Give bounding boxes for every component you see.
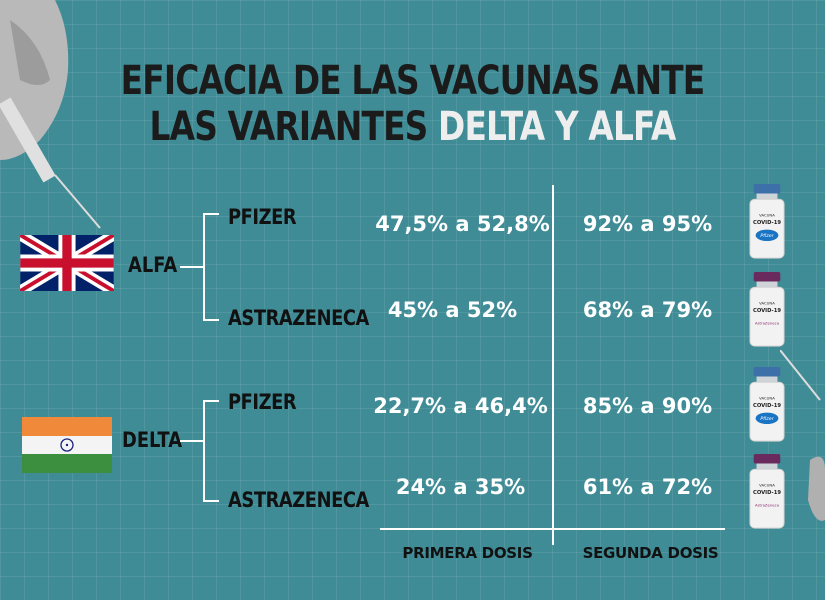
vial-pfizer-logo: Pfizer <box>760 233 774 239</box>
vial-vacuna-text: VACUNA <box>759 395 775 400</box>
vial-covid-text: COVID-19 <box>753 490 781 496</box>
title-line-2: LAS VARIANTES DELTA Y ALFA <box>74 104 751 150</box>
first-dose-value: 47,5% a 52,8% <box>375 212 550 236</box>
first-dose-value: 22,7% a 46,4% <box>373 394 548 418</box>
vaccine-label: ASTRAZENECA <box>228 488 369 512</box>
vial-az-logo: AstraZeneca <box>755 320 779 325</box>
syringe-hand-icon <box>780 350 825 521</box>
syringe-glove-icon <box>0 0 101 229</box>
vial-pfizer-logo: Pfizer <box>760 416 774 422</box>
title-line-1: EFICACIA DE LAS VACUNAS ANTE <box>120 58 706 104</box>
variant-label-delta: DELTA <box>122 428 183 452</box>
first-dose-value: 24% a 35% <box>395 475 526 499</box>
table-bottom-rule <box>380 528 725 530</box>
pfizer-vial-icon: VACUNA COVID-19 Pfizer <box>749 367 785 442</box>
astrazeneca-vial-icon: VACUNA COVID-19 AstraZeneca <box>749 272 785 347</box>
first-dose-value: 45% a 52% <box>387 298 518 322</box>
vaccine-label: PFIZER <box>228 390 297 414</box>
vial-covid-text: COVID-19 <box>753 403 781 409</box>
india-flag-icon <box>22 417 112 473</box>
vial-vacuna-text: VACUNA <box>759 300 775 305</box>
column-label-second-dose: SEGUNDA DOSIS <box>582 544 719 562</box>
column-label-first-dose: PRIMERA DOSIS <box>402 544 533 562</box>
second-dose-value: 92% a 95% <box>582 212 713 236</box>
vial-vacuna-text: VACUNA <box>759 482 775 487</box>
variant-label-alfa: ALFA <box>128 253 178 277</box>
vial-vacuna-text: VACUNA <box>759 212 775 217</box>
second-dose-value: 61% a 72% <box>582 475 713 499</box>
astrazeneca-vial-icon: VACUNA COVID-19 AstraZeneca <box>749 454 785 529</box>
bracket-alfa-stem <box>180 266 203 268</box>
second-dose-value: 85% a 90% <box>582 394 713 418</box>
vial-az-logo: AstraZeneca <box>755 502 779 507</box>
title-highlight: DELTA Y ALFA <box>438 104 676 150</box>
bracket-delta <box>203 400 219 502</box>
column-divider <box>552 185 554 545</box>
second-dose-value: 68% a 79% <box>582 298 713 322</box>
title-line-2-prefix: LAS VARIANTES <box>149 104 439 150</box>
vaccine-label: ASTRAZENECA <box>228 306 369 330</box>
vial-covid-text: COVID-19 <box>753 308 781 314</box>
vaccine-label: PFIZER <box>228 205 297 229</box>
uk-flag-icon <box>20 235 114 291</box>
bracket-delta-stem <box>180 440 203 442</box>
bracket-alfa <box>203 213 219 321</box>
page-title: EFICACIA DE LAS VACUNAS ANTE LAS VARIANT… <box>74 58 751 150</box>
pfizer-vial-icon: VACUNA COVID-19 Pfizer <box>749 184 785 259</box>
vial-covid-text: COVID-19 <box>753 220 781 226</box>
